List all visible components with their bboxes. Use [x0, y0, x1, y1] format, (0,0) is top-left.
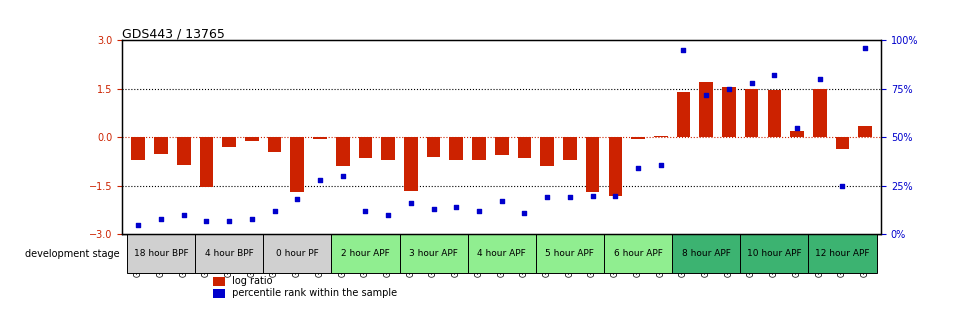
Bar [653, 136, 667, 137]
Bar [789, 131, 803, 137]
Point [743, 80, 759, 86]
FancyBboxPatch shape [331, 235, 399, 273]
Text: 10 hour APF: 10 hour APF [746, 249, 801, 258]
Bar [449, 137, 463, 160]
Point [607, 193, 623, 198]
Point [470, 208, 486, 214]
Bar [290, 137, 304, 192]
Point [199, 218, 214, 223]
Text: 8 hour APF: 8 hour APF [681, 249, 730, 258]
Point [652, 162, 668, 167]
Point [334, 173, 350, 179]
Point [539, 195, 555, 200]
Bar [404, 137, 418, 191]
FancyBboxPatch shape [127, 235, 195, 273]
Point [561, 195, 577, 200]
Bar [471, 137, 485, 160]
Point [425, 206, 441, 212]
Text: 18 hour BPF: 18 hour BPF [134, 249, 188, 258]
Point [176, 212, 192, 218]
Point [403, 201, 419, 206]
Point [766, 73, 781, 78]
Point [630, 166, 645, 171]
Point [675, 47, 690, 53]
Point [811, 77, 826, 82]
FancyBboxPatch shape [263, 235, 331, 273]
Text: 12 hour APF: 12 hour APF [815, 249, 868, 258]
Bar [200, 137, 213, 187]
Bar [585, 137, 599, 192]
Point [788, 125, 804, 130]
FancyBboxPatch shape [467, 235, 535, 273]
FancyBboxPatch shape [399, 235, 467, 273]
Bar [767, 90, 780, 137]
Bar [222, 137, 236, 147]
Text: 3 hour APF: 3 hour APF [409, 249, 458, 258]
Point [697, 92, 713, 97]
Bar [517, 137, 531, 158]
Bar [698, 82, 712, 137]
Text: 4 hour APF: 4 hour APF [477, 249, 525, 258]
Bar [358, 137, 372, 158]
Bar [381, 137, 394, 160]
Bar [858, 126, 871, 137]
Bar [562, 137, 576, 160]
Bar [213, 289, 225, 298]
Point [584, 193, 600, 198]
Bar [608, 137, 621, 196]
Point [721, 86, 736, 91]
Bar [676, 92, 689, 137]
Text: GDS443 / 13765: GDS443 / 13765 [122, 27, 225, 40]
Point [448, 205, 464, 210]
Text: percentile rank within the sample: percentile rank within the sample [228, 288, 396, 298]
Bar [426, 137, 440, 157]
Point [130, 222, 146, 227]
Bar [154, 137, 167, 154]
Bar [744, 89, 758, 137]
Bar [213, 277, 225, 286]
Bar [335, 137, 349, 166]
FancyBboxPatch shape [808, 235, 875, 273]
Point [221, 218, 237, 223]
Point [857, 45, 872, 51]
Bar [812, 89, 825, 137]
Bar [835, 137, 849, 149]
Bar [177, 137, 191, 165]
Point [312, 177, 328, 183]
Text: 2 hour APF: 2 hour APF [340, 249, 389, 258]
Bar [244, 137, 258, 140]
FancyBboxPatch shape [195, 235, 263, 273]
Point [289, 197, 305, 202]
Bar [722, 87, 734, 137]
Bar [495, 137, 508, 155]
FancyBboxPatch shape [603, 235, 672, 273]
Text: 0 hour PF: 0 hour PF [276, 249, 319, 258]
Point [244, 216, 259, 221]
FancyBboxPatch shape [535, 235, 603, 273]
Bar [631, 137, 645, 139]
Text: 5 hour APF: 5 hour APF [545, 249, 594, 258]
Text: 4 hour BPF: 4 hour BPF [204, 249, 253, 258]
Text: development stage: development stage [25, 249, 120, 259]
Point [357, 208, 373, 214]
FancyBboxPatch shape [672, 235, 739, 273]
Bar [540, 137, 554, 166]
FancyBboxPatch shape [739, 235, 808, 273]
Point [834, 183, 850, 188]
Point [153, 216, 168, 221]
Point [493, 199, 509, 204]
Point [516, 210, 532, 216]
Point [266, 208, 282, 214]
Point [379, 212, 395, 218]
Bar [313, 137, 327, 139]
Text: 6 hour APF: 6 hour APF [613, 249, 662, 258]
Text: log ratio: log ratio [228, 277, 272, 287]
Bar [268, 137, 281, 152]
Bar [131, 137, 145, 160]
